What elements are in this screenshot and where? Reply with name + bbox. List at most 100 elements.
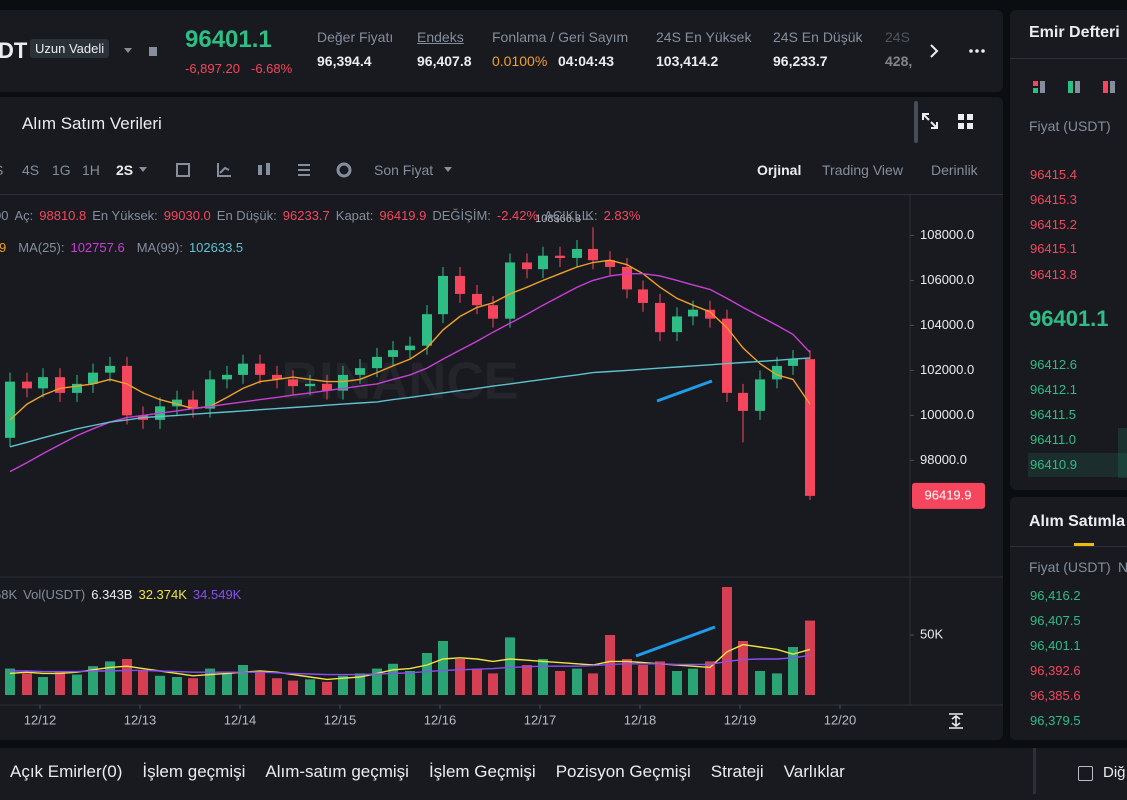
tab[interactable]: Varlıklar	[783, 762, 845, 781]
view[interactable]: Trading View	[822, 162, 903, 178]
vol-label: Vol(USDT)	[23, 587, 86, 602]
symbol[interactable]: DT	[0, 38, 28, 63]
stat-label[interactable]: Endeks	[417, 29, 464, 45]
trade-price: 96,392.6	[1030, 663, 1081, 678]
interval[interactable]: 4S	[22, 162, 40, 178]
tab[interactable]: İşlem geçmişi	[142, 762, 246, 781]
dropdown-icon[interactable]	[444, 165, 456, 175]
column-header: Fiyat (USDT)	[1029, 118, 1111, 134]
chart-panel: Alım Satım Verileri S 4S 1G 1H 2S Son Fi…	[0, 97, 1003, 740]
interval[interactable]: 1H	[82, 162, 100, 178]
volume-bar	[222, 673, 232, 695]
info-value: 96233.7	[282, 208, 330, 223]
stat-value: 96,394.4	[317, 53, 372, 69]
candle-body	[538, 255, 548, 270]
y-tick-label: 98000.0	[920, 452, 967, 467]
view-active[interactable]: Orjinal	[757, 162, 802, 178]
ma-value: 102633.5	[188, 240, 244, 255]
view[interactable]: Derinlik	[931, 162, 978, 178]
stat-value: 103,414.2	[656, 53, 719, 69]
stat-label: 24S En Düşük	[773, 29, 863, 45]
volume-bar	[688, 668, 698, 695]
volume-bar	[155, 675, 165, 695]
trade-price: 96,379.5	[1030, 713, 1081, 728]
tab[interactable]: Alım-satım geçmişi	[265, 762, 409, 781]
info-label: Aç:	[14, 208, 34, 223]
candle-body	[405, 345, 415, 351]
scale-icon[interactable]	[949, 713, 963, 729]
bid-price[interactable]: 96411.5	[1030, 407, 1077, 422]
tab[interactable]: Açık Emirler(0)	[10, 762, 123, 781]
tab[interactable]: Strateji	[710, 762, 764, 781]
interval-active[interactable]: 2S	[116, 162, 134, 178]
bottom-bar: Açık Emirler(0) İşlem geçmişi Alım-satım g…	[0, 748, 1127, 800]
candle-body	[555, 255, 565, 258]
stat-label: 24S En Yüksek	[656, 29, 752, 45]
info-label: AÇIKLIK:	[544, 208, 598, 223]
ask-price[interactable]: 96415.4	[1030, 167, 1077, 182]
ma-value: 102757.6	[70, 240, 125, 255]
divider	[1010, 58, 1127, 59]
volume-bar	[622, 659, 632, 695]
panel-icons[interactable]	[921, 112, 981, 132]
change-pct: -6.68%	[251, 61, 293, 76]
info-label: En Düşük:	[216, 208, 277, 223]
volume-bar	[188, 678, 198, 695]
trades-title[interactable]: Alım Satımla	[1029, 513, 1126, 530]
volume-bar	[272, 678, 282, 695]
candle-body	[38, 377, 48, 389]
ma-info: 9 MA(25): 102757.6 MA(99): 102633.5	[0, 240, 243, 255]
y-tick-label: 106000.0	[920, 272, 974, 287]
volume-bar	[255, 671, 265, 695]
depth-bar	[1028, 453, 1127, 477]
volume-bar	[55, 671, 65, 695]
candle-body	[738, 392, 748, 411]
ma-line	[9, 259, 811, 421]
volume-bar	[288, 680, 298, 695]
column-header: Fiyat (USDT)	[1029, 559, 1111, 575]
volume-bar	[172, 677, 182, 695]
more-icons[interactable]	[928, 43, 998, 59]
volume-bar	[588, 673, 598, 695]
trade-price: 96,407.5	[1030, 613, 1081, 628]
ask-price[interactable]: 96415.1	[1030, 241, 1077, 256]
info-label: En Yüksek:	[92, 208, 158, 223]
y-tick-label: 104000.0	[920, 317, 974, 332]
bid-price[interactable]: 96410.9	[1030, 457, 1077, 472]
drawing[interactable]	[656, 379, 713, 403]
bid-price[interactable]: 96411.0	[1030, 432, 1077, 447]
candle-body	[305, 383, 315, 387]
ask-price[interactable]: 96415.3	[1030, 192, 1077, 207]
chart: BINANCE 98000.0 100000.0 102000.0 104000.0 1…	[0, 195, 1003, 729]
info-value: 2.83%	[603, 208, 641, 223]
volume-bar	[22, 673, 32, 695]
volume-bar	[305, 679, 315, 695]
candle-body	[472, 293, 482, 306]
tab[interactable]: İşlem Geçmişi	[428, 762, 536, 781]
candle-body	[455, 275, 465, 294]
drawing[interactable]	[635, 625, 716, 658]
ma-label: MA(99):	[136, 240, 183, 255]
ask-price[interactable]: 96415.2	[1030, 217, 1077, 232]
candle-body	[72, 383, 82, 393]
change: -6,897.20	[185, 61, 240, 76]
drag-handle[interactable]	[914, 101, 918, 143]
bid-price[interactable]: 96412.1	[1030, 382, 1077, 397]
stat-value: 04:04:43	[558, 53, 615, 69]
divider	[1010, 546, 1127, 547]
price-type[interactable]: Son Fiyat	[374, 162, 434, 178]
high-marker: 108366.8	[535, 213, 581, 225]
interval[interactable]: 1G	[52, 162, 71, 178]
ma-line	[9, 357, 811, 448]
volume-bar	[438, 641, 448, 695]
interval[interactable]: S	[0, 162, 3, 178]
candle-body	[672, 316, 682, 333]
toolbar-icons[interactable]	[139, 159, 439, 181]
trade-price: 96,385.6	[1030, 688, 1081, 703]
contract-tag[interactable]: Uzun Vadeli	[30, 39, 110, 58]
checkbox[interactable]	[1078, 766, 1093, 781]
tab[interactable]: Pozisyon Geçmişi	[555, 762, 691, 781]
ask-price[interactable]: 96413.8	[1030, 267, 1077, 282]
bid-price[interactable]: 96412.6	[1030, 357, 1077, 372]
book-view-icons[interactable]	[1028, 80, 1127, 96]
